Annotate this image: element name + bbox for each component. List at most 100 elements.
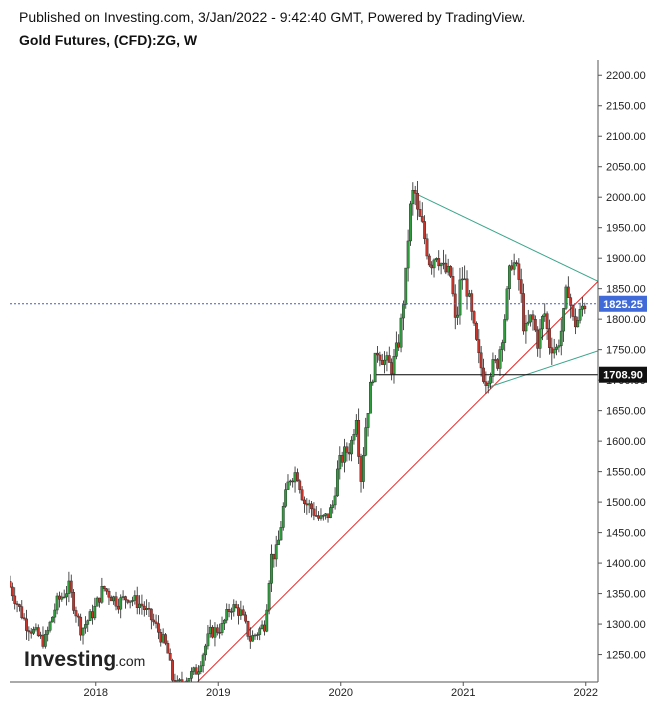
candle-down	[154, 621, 158, 624]
candle-up	[486, 382, 490, 386]
candle-up	[281, 506, 285, 528]
y-tick-label: 2000.00	[606, 192, 646, 204]
candle-up	[576, 320, 580, 328]
candle-up	[83, 624, 87, 629]
candle-up	[239, 609, 243, 616]
y-tick-label: 2200.00	[606, 70, 646, 82]
candle-down	[569, 297, 573, 306]
candle-down	[116, 605, 120, 610]
candle-up	[394, 342, 398, 357]
candle-up	[230, 611, 233, 613]
candle-up	[277, 539, 280, 545]
candle-up	[503, 319, 507, 343]
candle-up	[552, 349, 556, 354]
candle-up	[189, 671, 193, 679]
candle-down	[390, 362, 394, 375]
candle-down	[171, 660, 174, 681]
candle-up	[338, 455, 342, 470]
y-tick-label: 2050.00	[606, 162, 646, 174]
candle-up	[328, 507, 332, 519]
candle-up	[324, 513, 328, 516]
candle-down	[519, 279, 523, 294]
candle-down	[453, 293, 457, 318]
candle-down	[536, 329, 540, 349]
candle-down	[517, 263, 521, 280]
candle-down	[340, 455, 344, 463]
candle-down	[237, 607, 240, 616]
y-tick-label: 2150.00	[606, 101, 646, 113]
y-tick-label: 1600.00	[606, 436, 646, 448]
candle-up	[385, 355, 389, 361]
candle-up	[409, 203, 412, 242]
candle-up	[293, 472, 297, 483]
candle-down	[20, 606, 24, 619]
candle-up	[458, 279, 462, 316]
candle-up	[161, 634, 165, 643]
candle-down	[496, 359, 500, 369]
candle-up	[185, 680, 189, 682]
candle-up	[404, 267, 408, 305]
candle-down	[126, 599, 130, 603]
candle-up	[500, 342, 504, 350]
candle-down	[479, 352, 483, 369]
candle-down	[166, 643, 170, 654]
candle-down	[194, 667, 198, 675]
candle-down	[376, 352, 379, 356]
candle-up	[222, 619, 226, 624]
candle-down	[300, 489, 304, 501]
candle-down	[303, 499, 306, 504]
candle-up	[232, 604, 236, 612]
plot-area	[10, 60, 598, 682]
candle-up	[201, 654, 205, 667]
candle-up	[331, 504, 335, 508]
candle-up	[456, 314, 459, 318]
candle-up	[145, 608, 149, 610]
candle-down	[244, 614, 247, 622]
trendline-triangle-lower	[487, 350, 598, 388]
candle-up	[133, 595, 137, 601]
candle-up	[446, 265, 450, 273]
candle-up	[555, 346, 558, 350]
candle-up	[112, 596, 116, 602]
candle-down	[227, 609, 231, 612]
candle-down	[25, 618, 28, 631]
chart-title: Gold Futures, (CFD):ZG, W	[19, 32, 198, 48]
candle-up	[366, 413, 370, 428]
candle-up	[354, 420, 358, 435]
candle-up	[498, 349, 502, 369]
candle-up	[67, 580, 71, 594]
candle-up	[392, 356, 396, 375]
published-caption: Published on Investing.com, 3/Jan/2022 -…	[19, 9, 526, 25]
candle-up	[578, 309, 582, 321]
candle-down	[263, 624, 266, 632]
candles-layer	[10, 180, 587, 682]
candle-up	[187, 678, 191, 682]
candle-up	[225, 609, 229, 621]
candle-down	[248, 636, 252, 642]
candle-down	[314, 515, 318, 517]
y-axis-ticks: 1250.00 1300.00 1350.00 1400.00 1450.00 1500.…	[598, 70, 646, 662]
y-tick-label: 1800.00	[606, 314, 646, 326]
investing-logo: Investing .com	[24, 648, 145, 671]
candle-down	[114, 596, 118, 607]
candle-down	[451, 276, 455, 295]
candle-down	[475, 322, 478, 340]
candle-up	[439, 263, 443, 267]
candle-down	[427, 255, 431, 266]
candle-up	[255, 634, 259, 636]
candle-down	[533, 319, 537, 331]
candle-up	[131, 600, 134, 602]
candle-up	[524, 323, 528, 332]
support-level-badge: 1708.90	[599, 366, 647, 383]
candle-down	[215, 627, 219, 633]
candle-down	[583, 305, 587, 310]
candle-down	[449, 265, 452, 277]
trendlines-layer	[197, 193, 598, 682]
candle-down	[241, 609, 245, 616]
candle-up	[411, 190, 415, 205]
candle-up	[432, 259, 436, 269]
candle-down	[173, 680, 177, 682]
candle-down	[566, 286, 570, 298]
candle-down	[345, 446, 349, 453]
candle-down	[418, 208, 422, 217]
